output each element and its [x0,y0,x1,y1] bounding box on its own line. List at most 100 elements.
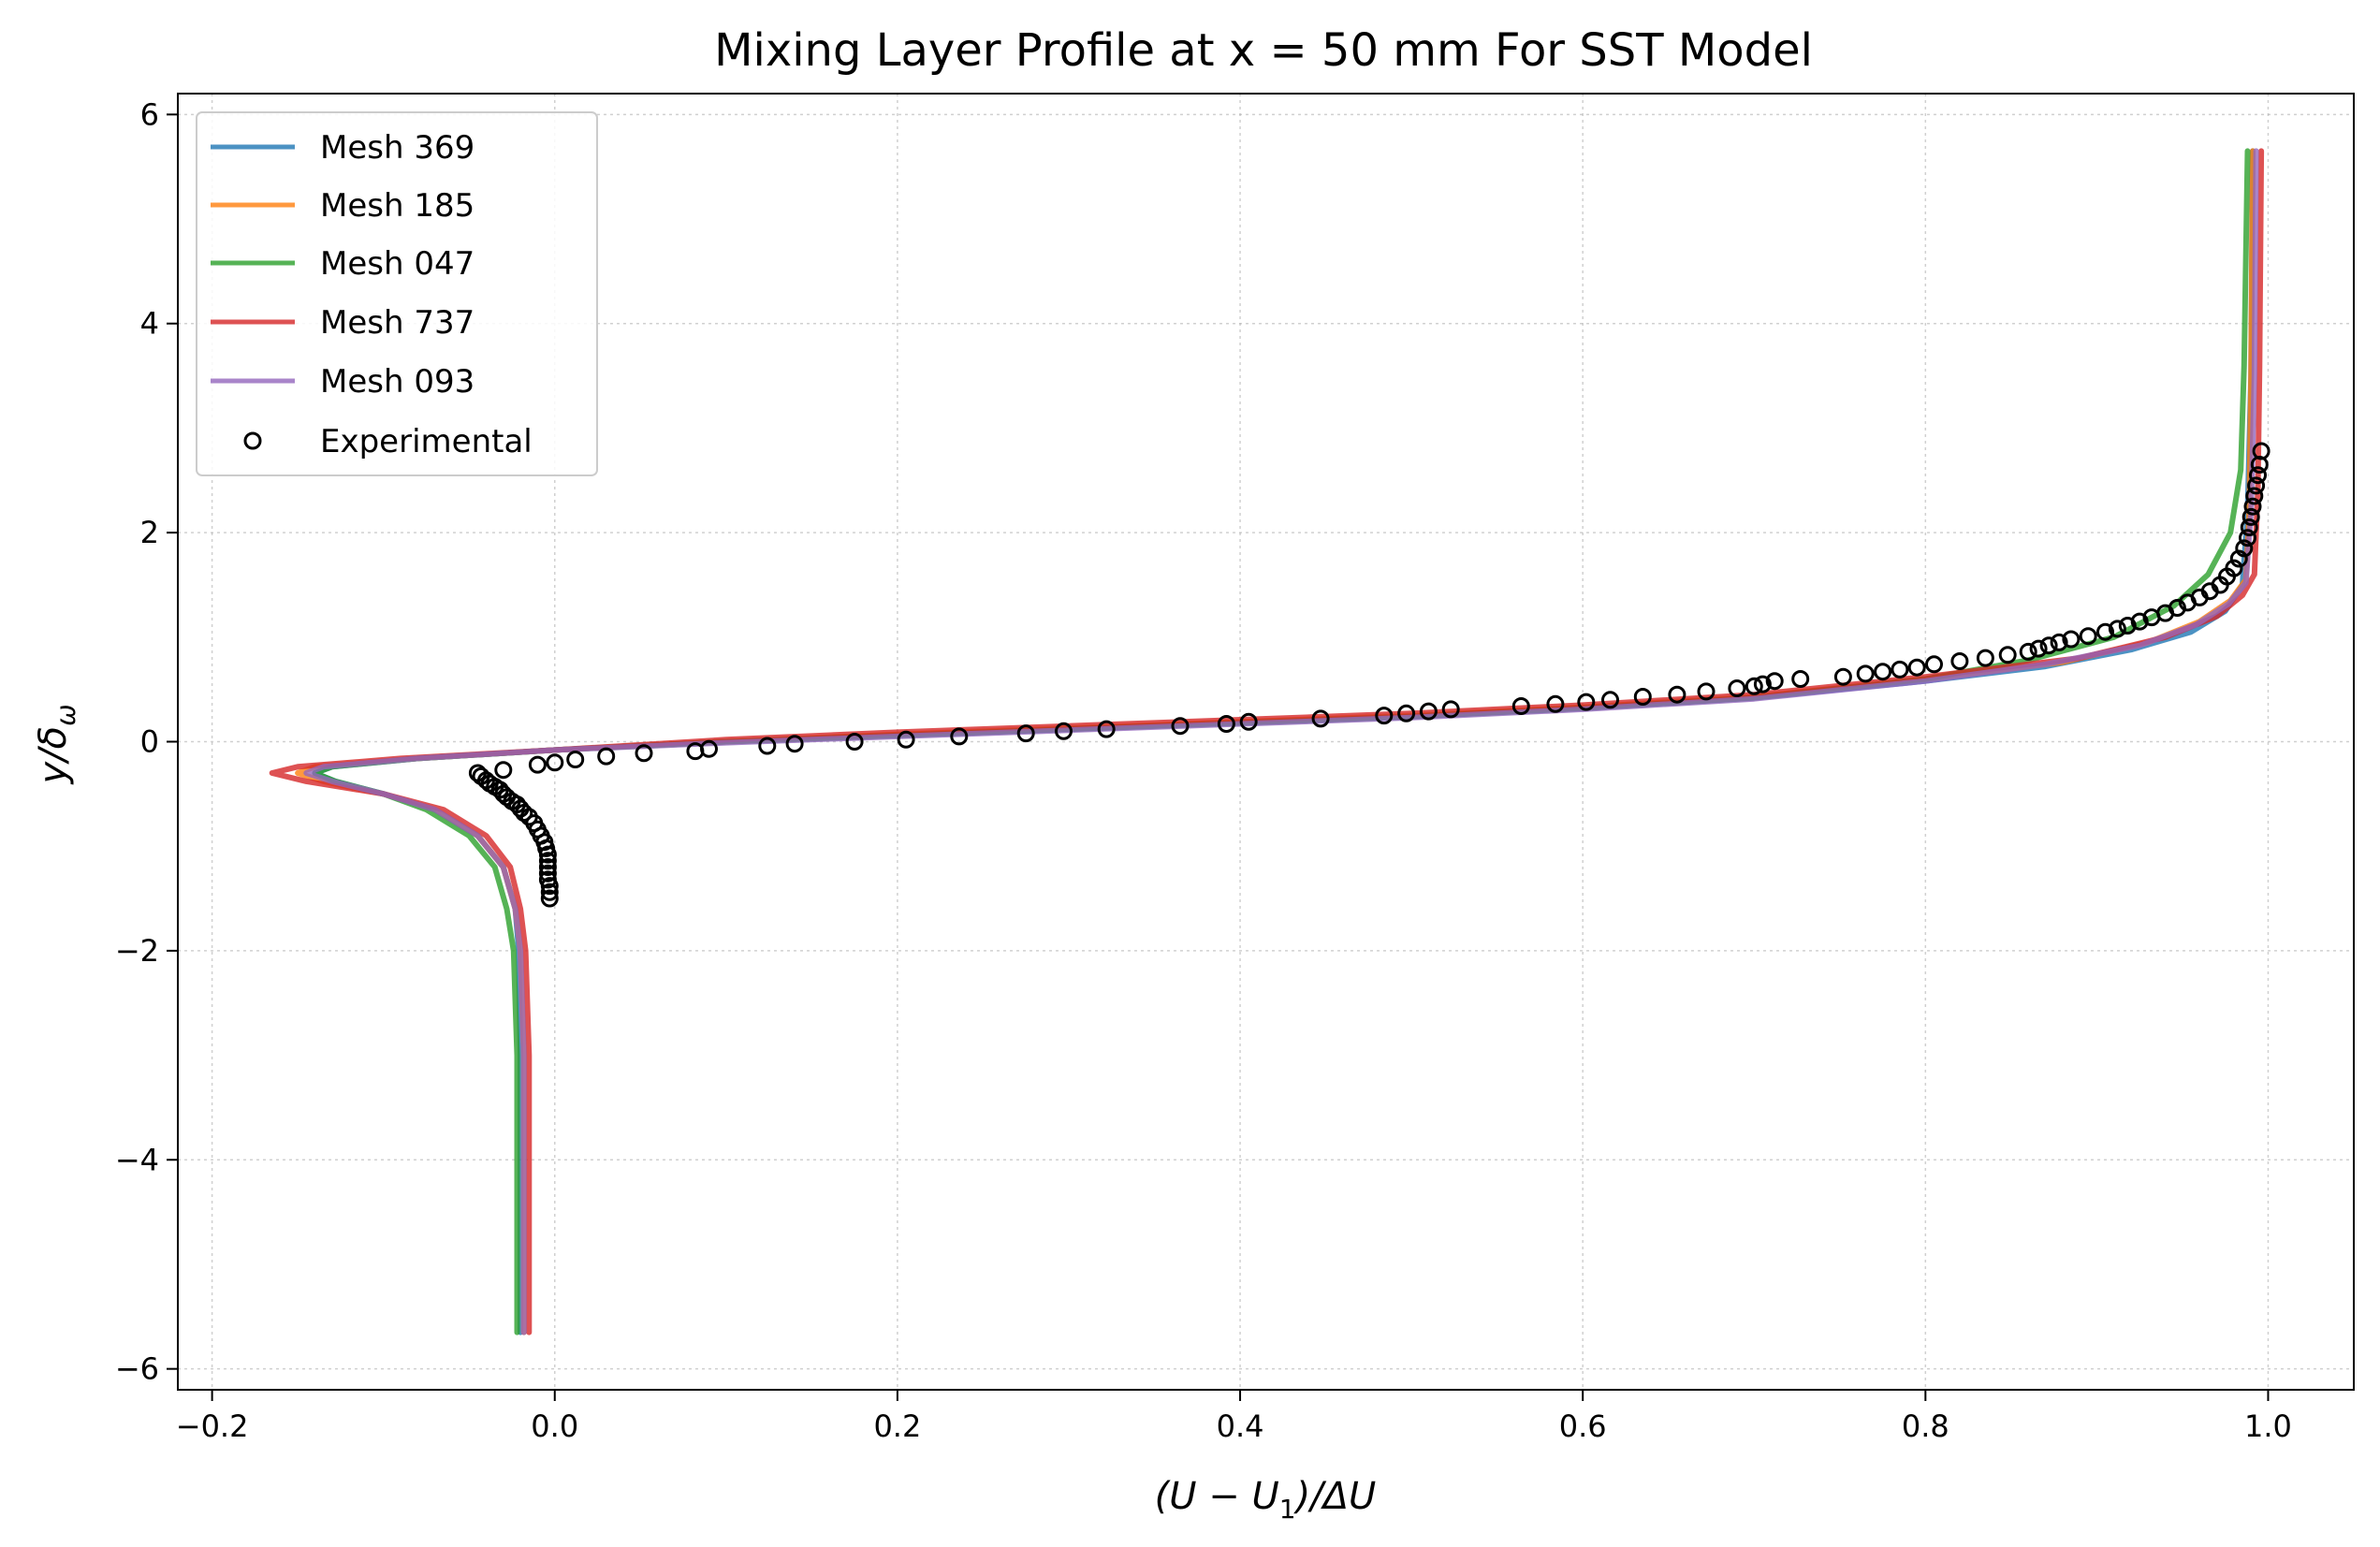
experimental-point [1998,646,2017,664]
experimental-point [538,864,557,883]
experimental-point [2247,476,2266,495]
experimental-point [2108,620,2126,638]
experimental-point [528,755,547,774]
experimental-point [2079,627,2097,646]
experimental-point [1976,649,1994,667]
experimental-point [1171,717,1190,736]
experimental-point [758,737,777,755]
experimental-point [1891,660,1909,679]
experimental-point [2243,497,2262,516]
experimental-point [1511,697,1530,715]
experimental-point [2239,529,2256,547]
experimental-point [540,889,559,908]
legend-label-mesh-047: Mesh 047 [320,245,475,283]
experimental-point [1728,679,1746,697]
legend-marker-experimental [243,431,262,450]
x-tick-label: 0.8 [1902,1408,1949,1444]
experimental-point [538,845,557,864]
experimental-point [2241,507,2260,526]
experimental-point [1441,700,1460,719]
experimental-point [2249,466,2267,485]
experimental-point [1856,664,1875,683]
experimental-point [2240,518,2258,536]
y-tick-label: 0 [140,724,159,760]
experimental-point [845,733,864,751]
x-axis-title: (U − U1)/ΔU [1155,1475,1377,1525]
experimental-point [1697,682,1716,701]
experimental-point [1753,675,1772,693]
experimental-layer [468,442,2270,908]
x-tick-label: 0.6 [1559,1408,1607,1444]
experimental-point [1833,667,1852,686]
legend-label-mesh-093: Mesh 093 [320,363,475,401]
experimental-point [2235,539,2254,558]
y-tick-label: 2 [140,515,159,550]
experimental-point [2050,633,2068,651]
experimental-point [1311,709,1330,728]
y-tick-label: 6 [140,96,159,132]
y-tick-label: −4 [115,1142,159,1177]
legend: Mesh 369 Mesh 185 Mesh 047 Mesh 737 Mesh… [196,111,598,476]
x-tick-label: −0.2 [176,1408,249,1444]
experimental-point [700,739,718,758]
y-axis: −6 −4 −2 0 2 4 6 [115,96,178,1387]
chart-title: Mixing Layer Profile at x = 50 mm For SS… [714,24,1813,77]
experimental-point [2062,630,2081,649]
experimental-point [1668,685,1686,704]
experimental-point [1419,702,1438,721]
series-line-mesh-093 [303,148,2259,1335]
experimental-point [546,753,564,772]
experimental-point [538,858,557,876]
experimental-point [785,735,804,753]
experimental-point [1791,670,1810,688]
experimental-point [538,852,557,870]
legend-label-mesh-737: Mesh 737 [320,304,475,342]
experimental-point [1239,712,1258,731]
experimental-point [1097,720,1116,738]
experimental-point [597,747,616,766]
experimental-point [1745,677,1763,695]
experimental-point [950,727,969,746]
experimental-point [1765,672,1784,691]
experimental-point [1217,715,1235,733]
experimental-point [2252,442,2270,460]
experimental-point [2096,622,2114,641]
experimental-point [2245,487,2264,505]
legend-label-mesh-185: Mesh 185 [320,187,475,225]
x-axis: −0.2 0.0 0.2 0.4 0.6 0.8 1.0 [176,1390,2292,1444]
y-tick-label: −6 [115,1351,159,1387]
y-tick-label: 4 [140,306,159,342]
experimental-point [897,730,915,749]
experimental-point [2019,642,2037,661]
x-tick-label: 0.4 [1217,1408,1264,1444]
x-tick-label: 1.0 [2244,1408,2292,1444]
experimental-point [540,877,559,896]
experimental-point [1546,694,1565,713]
y-tick-label: −2 [115,933,159,969]
experimental-point [1601,691,1619,709]
experimental-point [494,761,513,780]
experimental-point [2229,549,2248,568]
experimental-point [1925,655,1943,674]
series-layer [269,148,2265,1335]
experimental-point [1397,704,1416,722]
experimental-point [1874,663,1892,681]
x-tick-label: 0.2 [873,1408,921,1444]
experimental-point [540,883,559,901]
experimental-point [1055,722,1073,740]
experimental-point [566,751,585,768]
legend-frame [196,111,598,476]
experimental-point [635,744,653,763]
experimental-point [1577,693,1596,711]
experimental-point [1907,658,1926,677]
experimental-point [1950,652,1969,670]
experimental-point [2225,559,2243,577]
experimental-point [1375,707,1394,725]
legend-label-experimental: Experimental [320,423,533,460]
legend-label-mesh-369: Mesh 369 [320,129,475,167]
experimental-point [2029,639,2048,658]
experimental-point [2168,599,2186,617]
experimental-point [1633,688,1652,706]
y-axis-title: y/δω [32,704,81,784]
